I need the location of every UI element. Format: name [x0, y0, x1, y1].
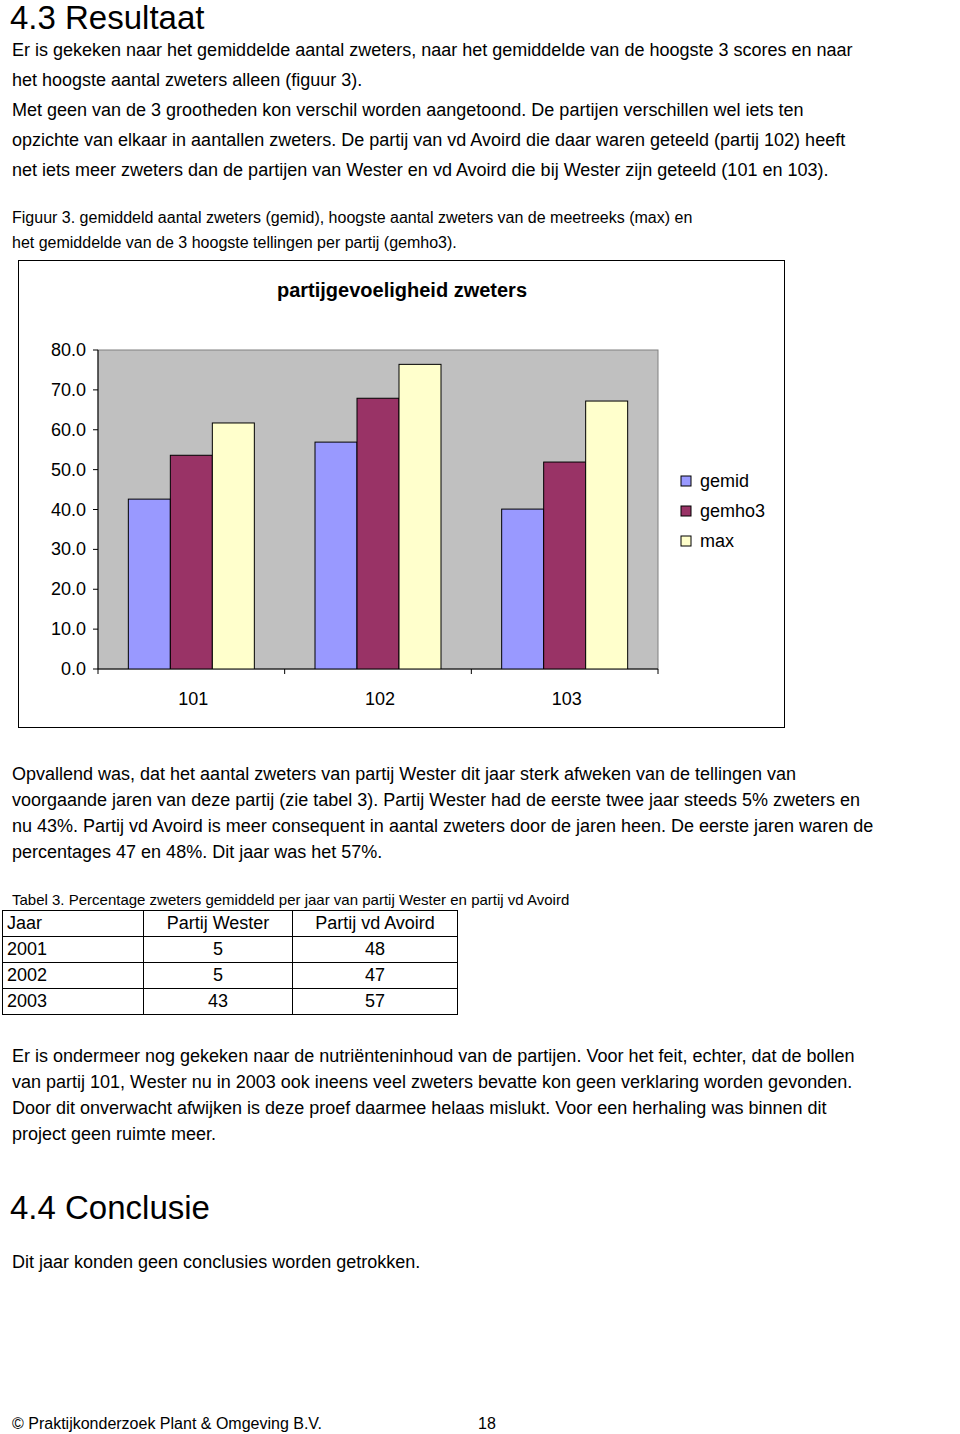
table-cell: 57: [293, 989, 458, 1015]
table-cell: 43: [144, 989, 293, 1015]
y-tick-label: 80.0: [51, 340, 86, 360]
y-tick: [93, 589, 98, 590]
paragraph-line: Opvallend was, dat het aantal zweters va…: [12, 763, 796, 785]
y-tick-label: 40.0: [51, 500, 86, 520]
table-row: 2001548: [3, 937, 458, 963]
bars: [128, 364, 627, 669]
figure-caption: het gemiddelde van de 3 hoogste tellinge…: [12, 233, 457, 252]
bar: [315, 442, 357, 669]
y-tick-label: 30.0: [51, 539, 86, 559]
paragraph-line: nu 43%. Partij vd Avoird is meer consequ…: [12, 815, 873, 837]
x-tick: [658, 669, 659, 674]
bar: [399, 364, 441, 669]
bar: [128, 499, 170, 669]
y-tick-label: 60.0: [51, 420, 86, 440]
y-tick-label: 50.0: [51, 460, 86, 480]
table-cell: 2003: [3, 989, 144, 1015]
x-tick-label: 102: [365, 689, 395, 709]
y-axis: [98, 350, 99, 669]
figure-caption: Figuur 3. gemiddeld aantal zweters (gemi…: [12, 208, 692, 227]
y-tick: [93, 629, 98, 630]
chart-frame: [19, 261, 785, 728]
y-tick: [93, 350, 98, 351]
x-tick-label: 103: [552, 689, 582, 709]
table-row: 20034357: [3, 989, 458, 1015]
legend-label: gemho3: [700, 501, 765, 521]
bar: [586, 401, 628, 669]
table-caption: Tabel 3. Percentage zweters gemiddeld pe…: [12, 891, 569, 909]
intro-line: Met geen van de 3 grootheden kon verschi…: [12, 99, 804, 121]
chart-title: partijgevoeligheid zweters: [277, 279, 527, 301]
y-tick-label: 10.0: [51, 619, 86, 639]
y-tick-label: 20.0: [51, 579, 86, 599]
x-tick-label: 101: [178, 689, 208, 709]
table-cell: 48: [293, 937, 458, 963]
legend-swatch: [681, 536, 691, 546]
y-tick: [93, 509, 98, 510]
intro-line: net iets meer zweters dan de partijen va…: [12, 159, 828, 181]
table-header: JaarPartij WesterPartij vd Avoird: [3, 911, 458, 937]
paragraph-line: percentages 47 en 48%. Dit jaar was het …: [12, 841, 382, 863]
y-tick: [93, 669, 98, 670]
data-table: JaarPartij WesterPartij vd Avoird2001548…: [2, 910, 458, 1015]
bar: [544, 462, 586, 669]
x-tick: [98, 669, 99, 674]
bar: [212, 423, 254, 669]
y-tick: [93, 469, 98, 470]
legend-label: max: [700, 531, 734, 551]
conclusion-text: Dit jaar konden geen conclusies worden g…: [12, 1251, 420, 1273]
table-cell: 5: [144, 963, 293, 989]
page-number: 18: [478, 1414, 496, 1433]
paragraph-line: voorgaande jaren van deze partij (zie ta…: [12, 789, 860, 811]
paragraph-line: project geen ruimte meer.: [12, 1123, 216, 1145]
y-tick: [93, 429, 98, 430]
y-tick-label: 0.0: [61, 659, 86, 679]
table-cell: 2002: [3, 963, 144, 989]
x-tick: [471, 669, 472, 674]
table-cell: 5: [144, 937, 293, 963]
intro-line: opzichte van elkaar in aantallen zweters…: [12, 129, 845, 151]
paragraph-line: van partij 101, Wester nu in 2003 ook in…: [12, 1071, 852, 1093]
x-tick: [284, 669, 285, 674]
section-heading: 4.3 Resultaat: [10, 0, 204, 38]
legend-swatch: [681, 506, 691, 516]
table-cell: 47: [293, 963, 458, 989]
paragraph-line: Door dit onverwacht afwijken is deze pro…: [12, 1097, 826, 1119]
bar: [357, 398, 399, 669]
plot-area: [98, 350, 658, 669]
legend-label: gemid: [700, 471, 749, 491]
legend-box: [677, 471, 773, 556]
section-heading: 4.4 Conclusie: [10, 1188, 210, 1228]
legend-swatch: [681, 476, 691, 486]
bar: [170, 455, 212, 669]
table-cell: Partij vd Avoird: [293, 911, 458, 937]
intro-line: het hoogste aantal zweters alleen (figuu…: [12, 69, 362, 91]
paragraph-line: Er is ondermeer nog gekeken naar de nutr…: [12, 1045, 855, 1067]
table-row: 2002547: [3, 963, 458, 989]
table-cell: Jaar: [3, 911, 144, 937]
y-tick: [93, 389, 98, 390]
bar: [502, 509, 544, 669]
chart: partijgevoeligheid zweters 0.0 10.0 20.0 30.…: [0, 0, 960, 1434]
table-cell: 2001: [3, 937, 144, 963]
y-tick-label: 70.0: [51, 380, 86, 400]
footer-text: © Praktijkonderzoek Plant & Omgeving B.V…: [12, 1414, 322, 1433]
table-cell: Partij Wester: [144, 911, 293, 937]
y-tick: [93, 549, 98, 550]
intro-line: Er is gekeken naar het gemiddelde aantal…: [12, 39, 853, 61]
